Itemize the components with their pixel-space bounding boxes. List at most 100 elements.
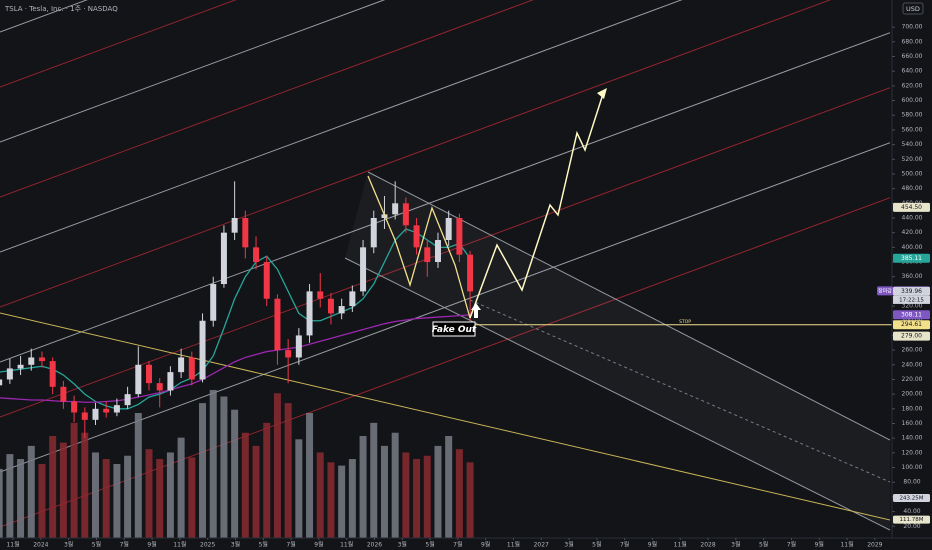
x-tick-label: 2029 <box>867 542 882 549</box>
candle-body <box>285 350 292 358</box>
channel-top <box>367 171 891 441</box>
x-tick-label: 7월 <box>453 541 462 549</box>
volume-bar <box>284 403 292 538</box>
y-tick-label: 600.00 <box>902 97 923 104</box>
y-tick-label: 640.00 <box>902 68 923 75</box>
candle-body <box>456 217 463 255</box>
y-tick-label: 220.00 <box>902 376 923 383</box>
channel-line <box>0 0 683 253</box>
y-tick-label: 560.00 <box>902 126 923 133</box>
volume-bar <box>220 396 228 538</box>
volume-bar <box>59 442 67 538</box>
candle-body <box>434 240 441 263</box>
volume-bar <box>177 437 185 538</box>
candle-body <box>38 357 45 362</box>
volume-bar <box>145 449 153 538</box>
price-axis-panel <box>892 0 932 550</box>
x-tick-label: 2026 <box>367 542 382 549</box>
volume-bar <box>391 432 399 538</box>
volume-bar <box>338 465 346 538</box>
price-label-box <box>893 331 930 341</box>
channel-fill <box>345 172 890 530</box>
y-tick-label: 120.00 <box>902 449 923 456</box>
candle-body <box>445 217 452 241</box>
volume-bar <box>241 432 249 538</box>
fakeout-box <box>432 321 476 337</box>
candle-body <box>295 335 302 358</box>
y-tick-label: 680.00 <box>902 38 923 45</box>
volume-bar <box>188 457 196 538</box>
stop-label: STOP <box>679 319 691 325</box>
channel-line <box>0 0 237 88</box>
x-tick-label: 11월 <box>674 541 687 549</box>
volume-bar <box>413 459 421 538</box>
x-tick-label: 11월 <box>6 541 19 549</box>
x-tick-label: 2028 <box>700 542 715 549</box>
candle-body <box>60 386 67 402</box>
candle-body <box>327 298 334 314</box>
x-tick-label: 5월 <box>425 541 434 549</box>
candle-body <box>17 364 24 369</box>
volume-bar <box>402 452 410 538</box>
x-tick-label: 3월 <box>731 541 740 549</box>
y-tick-label: 360.00 <box>902 273 923 280</box>
candle-body <box>253 247 260 263</box>
x-tick-label: 11월 <box>173 541 186 549</box>
y-tick-label: 700.00 <box>902 24 923 31</box>
x-tick-label: 7월 <box>120 541 129 549</box>
volume-bar <box>423 455 431 538</box>
candle-body <box>113 405 120 413</box>
price-label-box <box>893 202 930 212</box>
x-tick-label: 2024 <box>33 542 48 549</box>
volume-bar <box>134 412 142 538</box>
x-tick-label: 3월 <box>564 541 573 549</box>
candle-body <box>402 203 409 226</box>
y-tick-label: 580.00 <box>902 112 923 119</box>
candle-body <box>338 306 345 314</box>
channel-line <box>0 87 891 418</box>
x-tick-label: 5월 <box>759 541 768 549</box>
x-tick-label: 7월 <box>286 541 295 549</box>
y-tick-label: 240.00 <box>902 361 923 368</box>
volume-bar <box>316 452 324 538</box>
candle-body <box>349 291 356 307</box>
volume-bar <box>263 422 271 538</box>
axis-layer: 20.0040.0060.0080.00100.00120.00140.0016… <box>6 24 930 549</box>
volume-bar <box>466 462 474 538</box>
x-tick-label: 7월 <box>787 541 796 549</box>
x-tick-label: 9월 <box>147 541 156 549</box>
channel-line <box>0 0 832 308</box>
x-tick-label: 9월 <box>481 541 490 549</box>
currency-box <box>902 2 924 15</box>
y-tick-label: 180.00 <box>902 405 923 412</box>
y-tick-label: 260.00 <box>902 347 923 354</box>
volume-bar <box>156 459 164 538</box>
y-tick-label: 420.00 <box>902 229 923 236</box>
y-tick-label: 160.00 <box>902 420 923 427</box>
session-box <box>877 286 893 296</box>
y-tick-label: 20.00 <box>903 523 920 530</box>
volume-bar <box>252 445 260 538</box>
volume-bar <box>359 436 367 538</box>
candle-body <box>413 225 420 248</box>
fakeout-label: Fake Out <box>432 325 477 335</box>
volume-bar <box>113 463 121 538</box>
countdown-box <box>893 295 930 304</box>
y-tick-label: 520.00 <box>902 156 923 163</box>
x-tick-label: 11월 <box>340 541 353 549</box>
price-label: 339.96 <box>901 288 922 295</box>
candle-body <box>156 383 163 391</box>
candle-body <box>231 217 238 233</box>
price-label-box <box>893 310 930 320</box>
volume-bar <box>231 409 239 538</box>
moving-average <box>0 314 471 403</box>
y-tick-label: 200.00 <box>902 391 923 398</box>
volume-label: 111.78M <box>900 517 924 523</box>
price-label-box <box>893 320 930 330</box>
candle-body <box>103 408 110 413</box>
candle-body <box>0 379 3 386</box>
projection <box>469 93 604 319</box>
volume-bar <box>199 403 207 538</box>
volume-bar <box>124 455 132 538</box>
candle-body <box>317 291 324 299</box>
